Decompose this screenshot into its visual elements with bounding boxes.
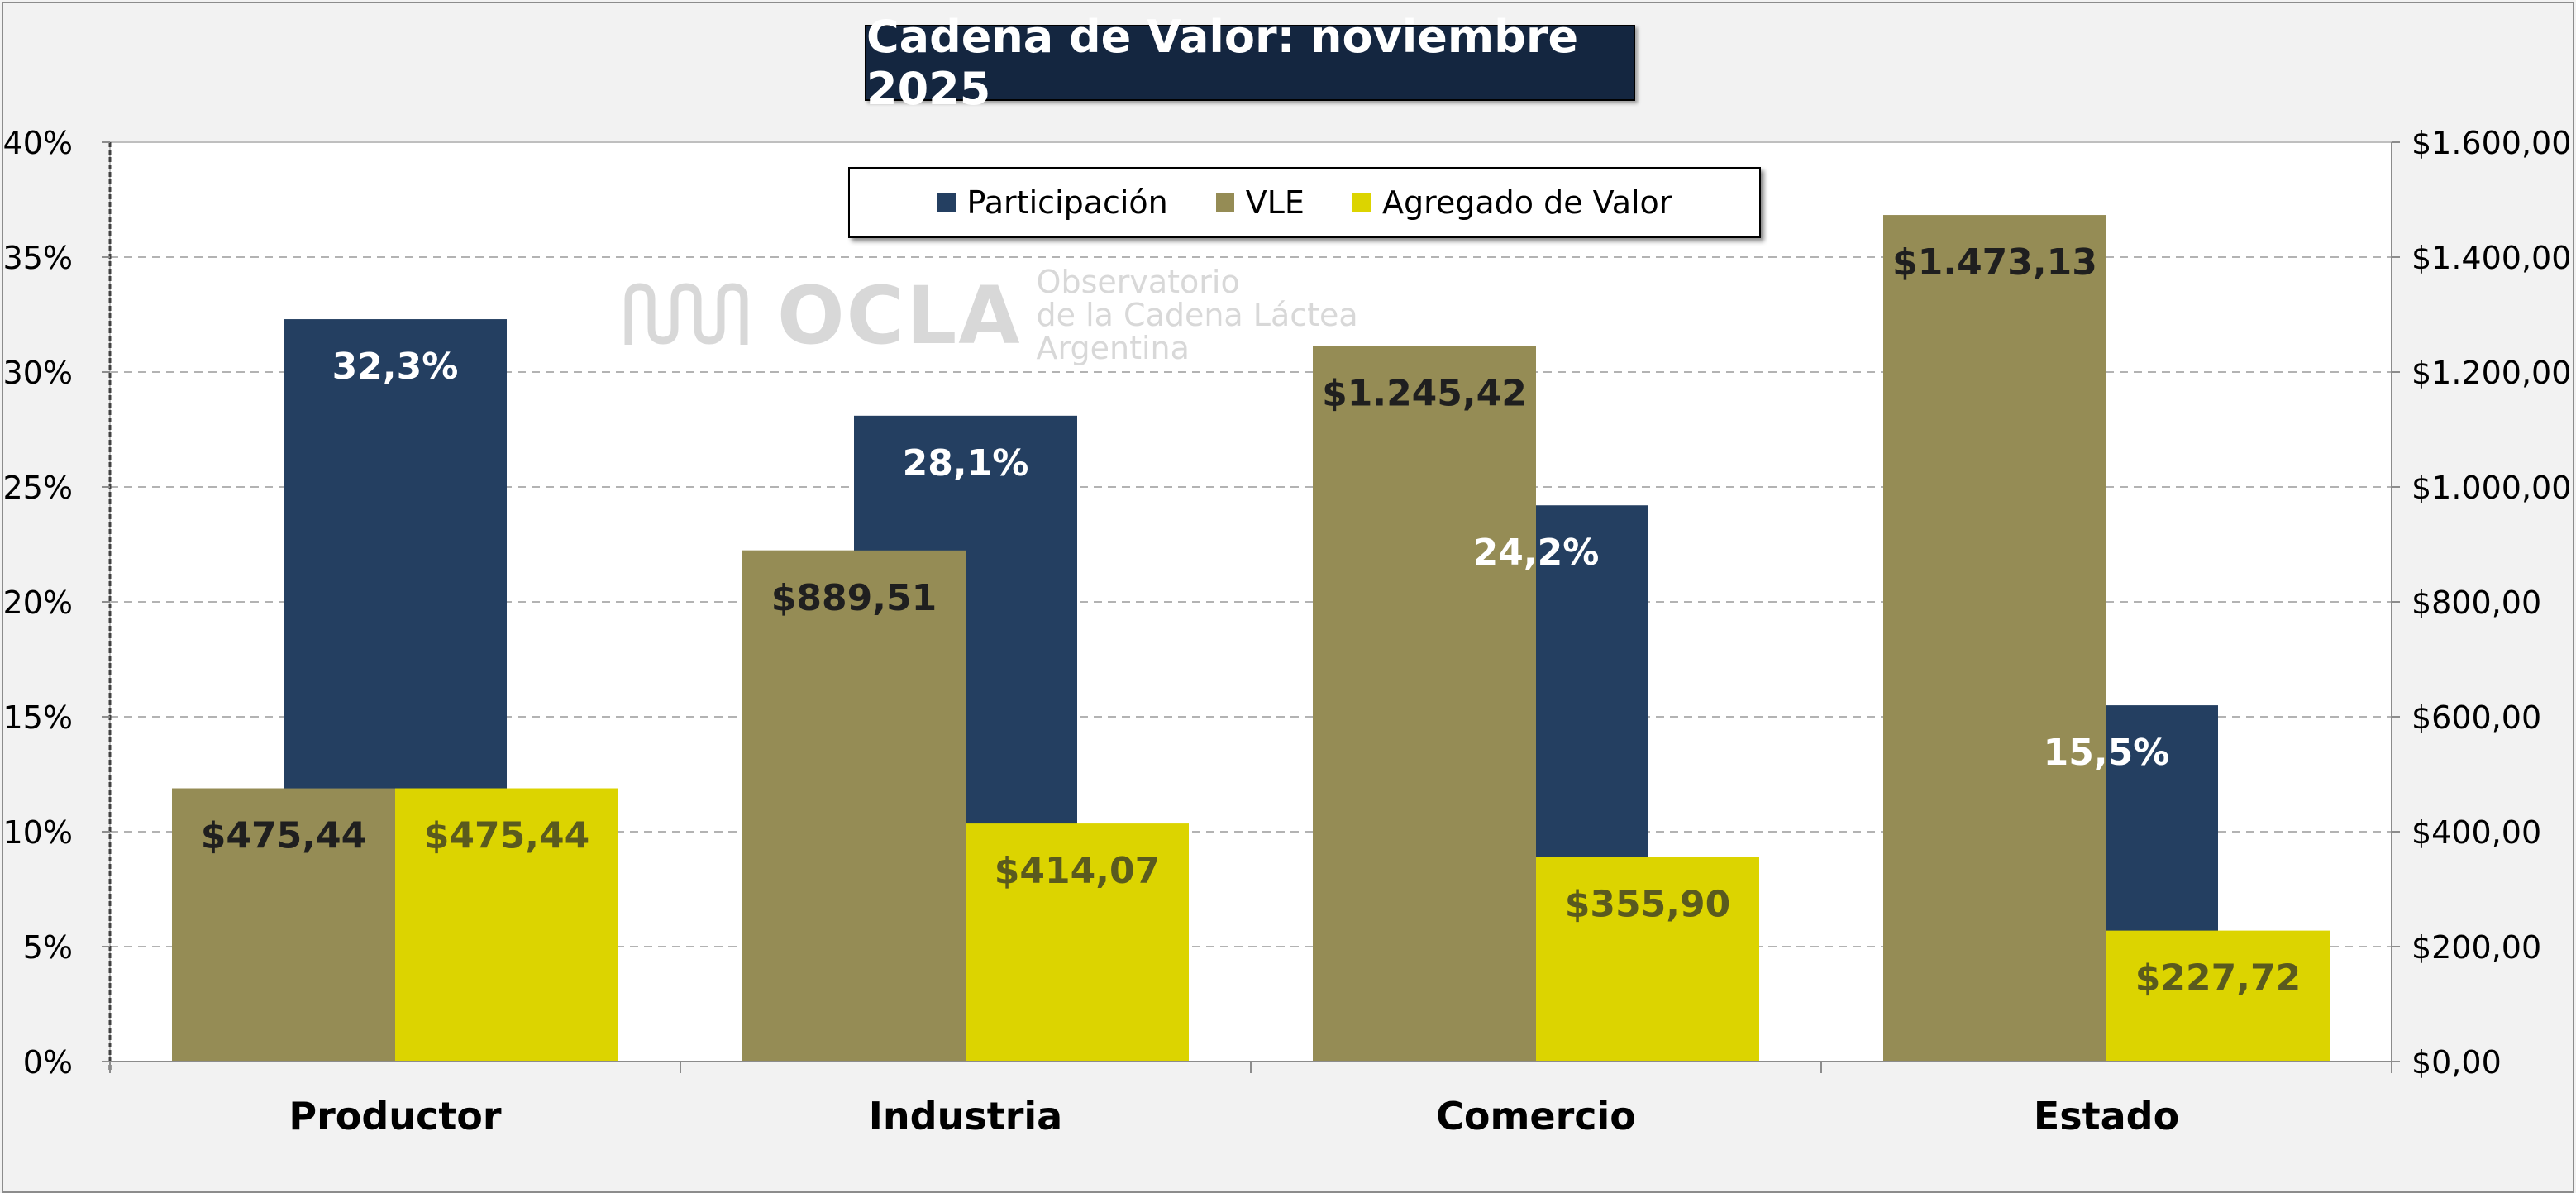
ocla-logo-text: OCLA bbox=[777, 269, 1022, 362]
label-agregado: $355,90 bbox=[1565, 884, 1730, 926]
legend-swatch-agregado bbox=[1352, 193, 1371, 212]
label-vle: $1.245,42 bbox=[1322, 372, 1527, 414]
left-tick-label: 15% bbox=[3, 699, 73, 736]
label-vle: $475,44 bbox=[201, 815, 366, 857]
legend-swatch-vle bbox=[1215, 193, 1234, 212]
right-tick-label: $400,00 bbox=[2411, 814, 2541, 851]
left-tick-label: 35% bbox=[3, 240, 73, 276]
left-tick-label: 20% bbox=[3, 585, 73, 621]
label-vle: $1.473,13 bbox=[1892, 241, 2097, 284]
ocla-subtitle: Observatorio de la Cadena Láctea Argenti… bbox=[1036, 264, 1358, 366]
bar-agregado-front bbox=[1536, 857, 1759, 1062]
left-tick-label: 5% bbox=[23, 929, 73, 966]
bar-agregado-front bbox=[966, 823, 1189, 1062]
left-tick-label: 30% bbox=[3, 355, 73, 391]
right-tick-label: $800,00 bbox=[2411, 585, 2541, 621]
legend-item-vle: VLE bbox=[1215, 184, 1305, 221]
bar-vle-front bbox=[172, 788, 395, 1062]
x-tick-label: Comercio bbox=[1436, 1094, 1636, 1138]
left-tick-label: 40% bbox=[3, 125, 73, 161]
label-participacion: 28,1% bbox=[903, 442, 1029, 484]
right-tick-label: $0,00 bbox=[2411, 1044, 2502, 1081]
ocla-line-1: Observatorio bbox=[1036, 264, 1240, 300]
legend-label-agregado: Agregado de Valor bbox=[1381, 184, 1672, 221]
legend-label-participacion: Participación bbox=[966, 184, 1168, 221]
x-tick-label: Industria bbox=[869, 1094, 1062, 1138]
label-vle: $889,51 bbox=[771, 577, 937, 619]
left-tick-label: 0% bbox=[23, 1044, 73, 1081]
chart-title: Cadena de Valor: noviembre 2025 bbox=[865, 11, 1635, 115]
bar-agregado-front bbox=[395, 788, 618, 1062]
legend-swatch-participacion bbox=[937, 193, 956, 212]
label-participacion: 15,5% bbox=[2044, 732, 2170, 774]
left-tick-label: 10% bbox=[3, 814, 73, 851]
bar-vle-front bbox=[1313, 346, 1536, 1062]
ocla-line-3: Argentina bbox=[1036, 329, 1190, 366]
ocla-watermark: OCLA Observatorio de la Cadena Láctea Ar… bbox=[622, 264, 1358, 366]
label-agregado: $227,72 bbox=[2135, 957, 2301, 1000]
right-tick-label: $1.000,00 bbox=[2411, 470, 2571, 506]
legend-item-participacion: Participación bbox=[937, 184, 1168, 221]
legend-item-agregado: Agregado de Valor bbox=[1352, 184, 1672, 221]
x-tick-label: Estado bbox=[2034, 1094, 2179, 1138]
label-agregado: $475,44 bbox=[424, 815, 589, 857]
right-tick-label: $1.600,00 bbox=[2411, 125, 2571, 161]
right-tick-label: $1.400,00 bbox=[2411, 240, 2571, 276]
legend-label-vle: VLE bbox=[1245, 184, 1305, 221]
right-tick-label: $1.200,00 bbox=[2411, 355, 2571, 391]
bar-vle-front bbox=[1883, 215, 2106, 1062]
left-tick-label: 25% bbox=[3, 470, 73, 506]
chart-legend: Participación VLE Agregado de Valor bbox=[848, 167, 1761, 238]
ocla-wave-icon bbox=[624, 283, 748, 345]
right-tick-label: $200,00 bbox=[2411, 929, 2541, 966]
x-tick-label: Productor bbox=[289, 1094, 502, 1138]
bar-vle-front bbox=[742, 550, 966, 1062]
label-agregado: $414,07 bbox=[995, 850, 1160, 892]
right-tick-label: $600,00 bbox=[2411, 699, 2541, 736]
ocla-line-2: de la Cadena Láctea bbox=[1036, 296, 1358, 333]
bar-agregado-front bbox=[2106, 930, 2330, 1062]
label-participacion: 24,2% bbox=[1473, 532, 1600, 574]
label-participacion: 32,3% bbox=[332, 346, 459, 388]
